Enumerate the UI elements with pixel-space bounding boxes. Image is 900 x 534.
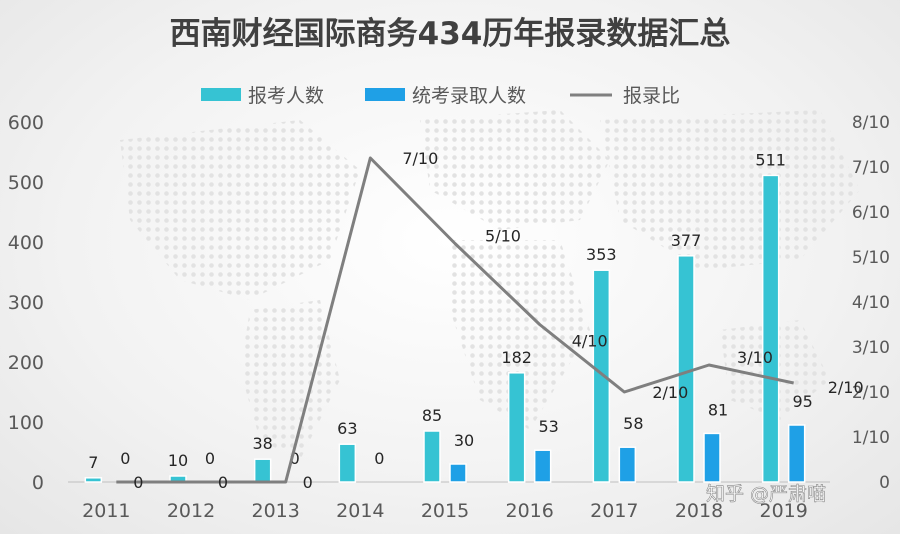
legend-swatch-admitted	[365, 88, 405, 101]
ratio-data-label: 0	[133, 473, 143, 492]
data-label-applicants: 38	[252, 434, 272, 453]
left-axis: 0 100 200 300 400 500 600	[8, 112, 44, 494]
left-tick-label: 100	[8, 412, 44, 434]
bar-admitted	[533, 449, 552, 483]
bar-admitted	[703, 432, 721, 483]
bar-applicants	[761, 174, 780, 483]
right-tick-label: 6/10	[852, 203, 890, 223]
x-tick-label: 2015	[421, 500, 469, 522]
right-tick-label: 8/10	[852, 113, 890, 133]
chart-title: 西南财经国际商务434历年报录数据汇总	[170, 16, 731, 52]
data-label-applicants: 353	[586, 245, 617, 264]
ratio-data-label: 2/10	[828, 378, 864, 397]
left-tick-label: 200	[8, 352, 44, 374]
x-tick-label: 2019	[759, 500, 807, 522]
x-axis: 2011 2012 2013 2014 2015 2016 2017 2018 2019	[82, 500, 808, 522]
legend: 报考人数 统考录取人数 报录比	[201, 85, 680, 107]
ratio-data-label: 2/10	[652, 383, 688, 402]
x-tick-label: 2013	[251, 500, 299, 522]
data-label-admitted: 0	[120, 449, 130, 468]
data-label-admitted: 30	[454, 431, 474, 450]
data-label-applicants: 7	[88, 453, 98, 472]
x-tick-label: 2016	[505, 500, 553, 522]
data-label-applicants: 377	[671, 231, 702, 250]
data-label-admitted: 58	[623, 414, 643, 433]
x-tick-label: 2014	[336, 500, 384, 522]
bar-applicants	[507, 372, 526, 483]
right-tick-label: 1/10	[852, 428, 890, 448]
left-tick-label: 400	[8, 232, 44, 254]
right-tick-label: 7/10	[852, 158, 890, 178]
bar-applicants	[84, 477, 103, 483]
legend-label-admitted: 统考录取人数	[412, 85, 526, 107]
bar-labels: 7 0 10 0 38 0 63 0 85 30 182 53 353 58 377 81 511 95	[88, 150, 813, 471]
bar-admitted	[449, 463, 467, 483]
data-label-applicants: 511	[755, 150, 786, 169]
data-label-admitted: 81	[708, 400, 728, 419]
left-tick-label: 500	[8, 172, 44, 194]
data-label-applicants: 85	[422, 406, 442, 425]
ratio-data-label: 3/10	[737, 348, 773, 367]
bar-applicants	[338, 443, 357, 483]
bar-applicants	[253, 458, 272, 483]
x-tick-label: 2018	[675, 500, 723, 522]
data-label-admitted: 53	[538, 417, 558, 436]
legend-label-applicants: 报考人数	[248, 85, 324, 107]
left-tick-label: 600	[8, 112, 44, 134]
bar-admitted	[787, 424, 806, 483]
ratio-data-label: 0	[218, 473, 228, 492]
right-tick-label: 4/10	[852, 293, 890, 313]
x-tick-label: 2012	[167, 500, 215, 522]
bars	[84, 174, 806, 483]
data-label-applicants: 63	[337, 419, 357, 438]
left-tick-label: 0	[32, 472, 44, 494]
data-label-applicants: 182	[501, 348, 532, 367]
data-label-admitted: 0	[290, 449, 300, 468]
left-tick-label: 300	[8, 292, 44, 314]
right-axis: 0 1/10 2/10 3/10 4/10 5/10 6/10 7/10 8/10	[852, 113, 890, 493]
bar-applicants	[677, 255, 695, 483]
ratio-labels: 0 0 07/105/104/102/103/102/10	[133, 149, 863, 492]
data-label-admitted: 0	[205, 449, 215, 468]
right-tick-label: 3/10	[852, 338, 890, 358]
right-tick-label: 0	[879, 473, 890, 493]
bar-applicants	[592, 269, 611, 483]
right-tick-label: 2/10	[852, 383, 890, 403]
data-label-applicants: 10	[168, 451, 188, 470]
ratio-data-label: 5/10	[485, 227, 521, 246]
data-label-admitted: 95	[792, 392, 812, 411]
right-tick-label: 5/10	[852, 248, 890, 268]
bar-applicants	[423, 430, 441, 483]
data-label-admitted: 0	[374, 449, 384, 468]
x-tick-label: 2017	[590, 500, 638, 522]
legend-label-ratio: 报录比	[623, 85, 680, 107]
ratio-data-label: 0	[303, 473, 313, 492]
ratio-line	[116, 156, 794, 484]
ratio-data-label: 4/10	[572, 332, 608, 351]
bar-admitted	[618, 446, 637, 483]
ratio-data-label: 7/10	[402, 149, 438, 168]
x-tick-label: 2011	[82, 500, 130, 522]
watermark-text: 知乎 @严肃喵	[706, 483, 826, 505]
background-map	[120, 110, 860, 460]
legend-swatch-applicants	[201, 88, 241, 101]
